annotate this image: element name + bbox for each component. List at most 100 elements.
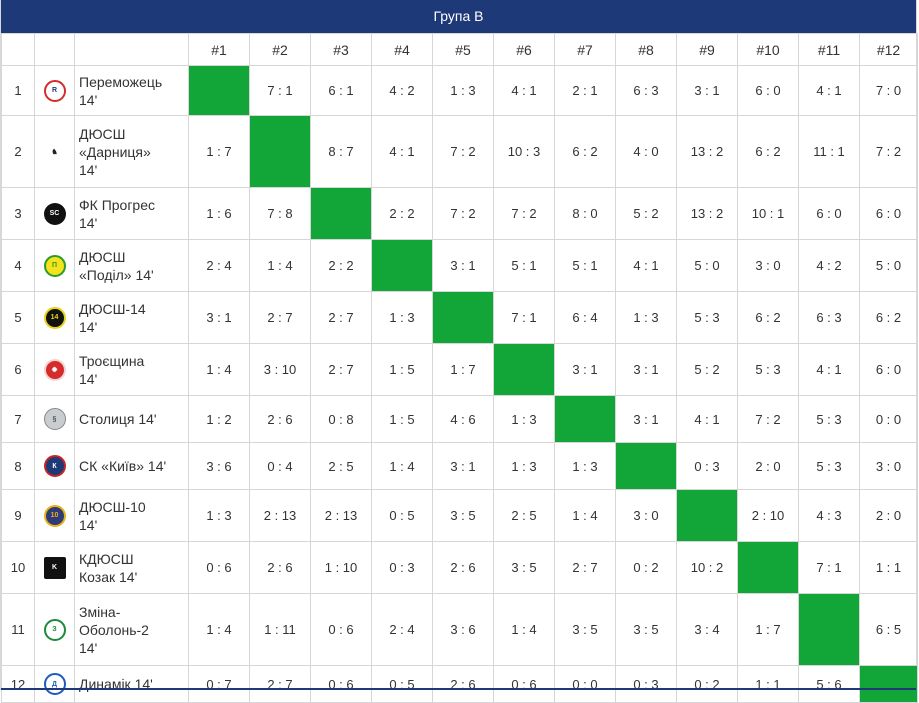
result-cell: 5 : 3	[798, 442, 860, 490]
sk-kyiv-logo: К	[43, 455, 66, 477]
team-name-link[interactable]: ДЮСШ-14 14'	[74, 291, 189, 344]
diagonal-cell	[493, 343, 555, 396]
result-cell: 5 : 6	[798, 665, 860, 703]
column-header: #5	[432, 33, 494, 66]
result-cell: 0 : 0	[554, 665, 616, 703]
result-cell: 7 : 2	[432, 187, 494, 240]
result-cell: 1 : 3	[615, 291, 677, 344]
position-cell: 7	[1, 395, 35, 443]
result-cell: 0 : 6	[188, 541, 250, 594]
team-name-line: ДЮСШ-14	[79, 300, 146, 317]
team-logo-cell: ♞	[34, 115, 75, 188]
position-cell: 2	[1, 115, 35, 188]
result-cell: 1 : 4	[493, 593, 555, 666]
column-header: #11	[798, 33, 860, 66]
result-cell: 4 : 1	[371, 115, 433, 188]
result-cell: 0 : 2	[615, 541, 677, 594]
result-cell: 6 : 2	[737, 115, 799, 188]
result-cell: 0 : 5	[371, 489, 433, 542]
team-logo-cell: П	[34, 239, 75, 292]
result-cell: 4 : 1	[615, 239, 677, 292]
result-cell: 1 : 3	[188, 489, 250, 542]
result-cell: 2 : 13	[310, 489, 372, 542]
team-name-link[interactable]: ДЮСШ «Поділ» 14'	[74, 239, 189, 292]
column-header: #3	[310, 33, 372, 66]
result-cell: 6 : 3	[615, 65, 677, 116]
result-cell: 6 : 0	[737, 65, 799, 116]
results-table: #1 #2 #3 #4 #5 #6 #7 #8 #9 #10 #11 #12 1 R Переможець…	[1, 33, 918, 703]
dynamik-logo: Д	[43, 673, 66, 695]
result-cell: 6 : 0	[859, 343, 918, 396]
dyussh14-logo: 14	[43, 306, 66, 329]
result-cell: 7 : 1	[249, 65, 311, 116]
result-cell: 2 : 1	[554, 65, 616, 116]
result-cell: 7 : 1	[798, 541, 860, 594]
team-logo-cell: К	[34, 442, 75, 490]
team-name-line: Троєщина	[79, 352, 145, 369]
result-cell: 3 : 5	[493, 541, 555, 594]
team-name-line: ДЮСШ	[79, 248, 126, 265]
result-cell: 5 : 3	[737, 343, 799, 396]
troieshchyna-logo: ✹	[43, 358, 66, 381]
result-cell: 1 : 7	[188, 115, 250, 188]
result-cell: 1 : 4	[188, 593, 250, 666]
team-name-line: Козак 14'	[79, 568, 138, 585]
result-cell: 3 : 10	[249, 343, 311, 396]
team-name-link[interactable]: Зміна- Оболонь-2 14'	[74, 593, 189, 666]
team-name-link[interactable]: Динамік 14'	[74, 665, 189, 703]
position-cell: 4	[1, 239, 35, 292]
result-cell: 3 : 0	[859, 442, 918, 490]
result-cell: 7 : 2	[737, 395, 799, 443]
team-name-link[interactable]: СК «Київ» 14'	[74, 442, 189, 490]
result-cell: 5 : 0	[676, 239, 738, 292]
result-cell: 2 : 6	[432, 665, 494, 703]
diagonal-cell	[554, 395, 616, 443]
result-cell: 2 : 7	[249, 665, 311, 703]
result-cell: 5 : 2	[615, 187, 677, 240]
result-cell: 5 : 1	[554, 239, 616, 292]
diagonal-cell	[371, 239, 433, 292]
header-row: #1 #2 #3 #4 #5 #6 #7 #8 #9 #10 #11 #12	[1, 33, 918, 66]
result-cell: 13 : 2	[676, 115, 738, 188]
result-cell: 3 : 1	[615, 343, 677, 396]
result-cell: 1 : 3	[493, 395, 555, 443]
team-name-line: 14'	[79, 318, 98, 335]
result-cell: 5 : 0	[859, 239, 918, 292]
result-cell: 2 : 7	[310, 343, 372, 396]
diagonal-cell	[676, 489, 738, 542]
result-cell: 0 : 4	[249, 442, 311, 490]
result-cell: 6 : 1	[310, 65, 372, 116]
result-cell: 1 : 1	[859, 541, 918, 594]
team-name-link[interactable]: КДЮСШ Козак 14'	[74, 541, 189, 594]
team-name-link[interactable]: Переможець 14'	[74, 65, 189, 116]
podil-logo: П	[43, 254, 66, 277]
result-cell: 2 : 0	[737, 442, 799, 490]
result-cell: 1 : 5	[371, 395, 433, 443]
team-name-link[interactable]: ДЮСШ-10 14'	[74, 489, 189, 542]
team-name-link[interactable]: ДЮСШ «Дарниця» 14'	[74, 115, 189, 188]
column-header: #12	[859, 33, 918, 66]
result-cell: 6 : 2	[859, 291, 918, 344]
team-logo-cell: SC	[34, 187, 75, 240]
team-name-line: Оболонь-2	[79, 621, 149, 638]
result-cell: 2 : 7	[310, 291, 372, 344]
team-name-link[interactable]: ФК Прогрес 14'	[74, 187, 189, 240]
team-logo-cell: ✹	[34, 343, 75, 396]
team-name-link[interactable]: Столиця 14'	[74, 395, 189, 443]
column-header: #6	[493, 33, 555, 66]
result-cell: 7 : 1	[493, 291, 555, 344]
result-cell: 1 : 3	[493, 442, 555, 490]
diagonal-cell	[615, 442, 677, 490]
result-cell: 2 : 0	[859, 489, 918, 542]
team-name-link[interactable]: Троєщина 14'	[74, 343, 189, 396]
pos-header	[1, 33, 35, 66]
diagonal-cell	[798, 593, 860, 666]
result-cell: 4 : 3	[798, 489, 860, 542]
result-cell: 6 : 4	[554, 291, 616, 344]
